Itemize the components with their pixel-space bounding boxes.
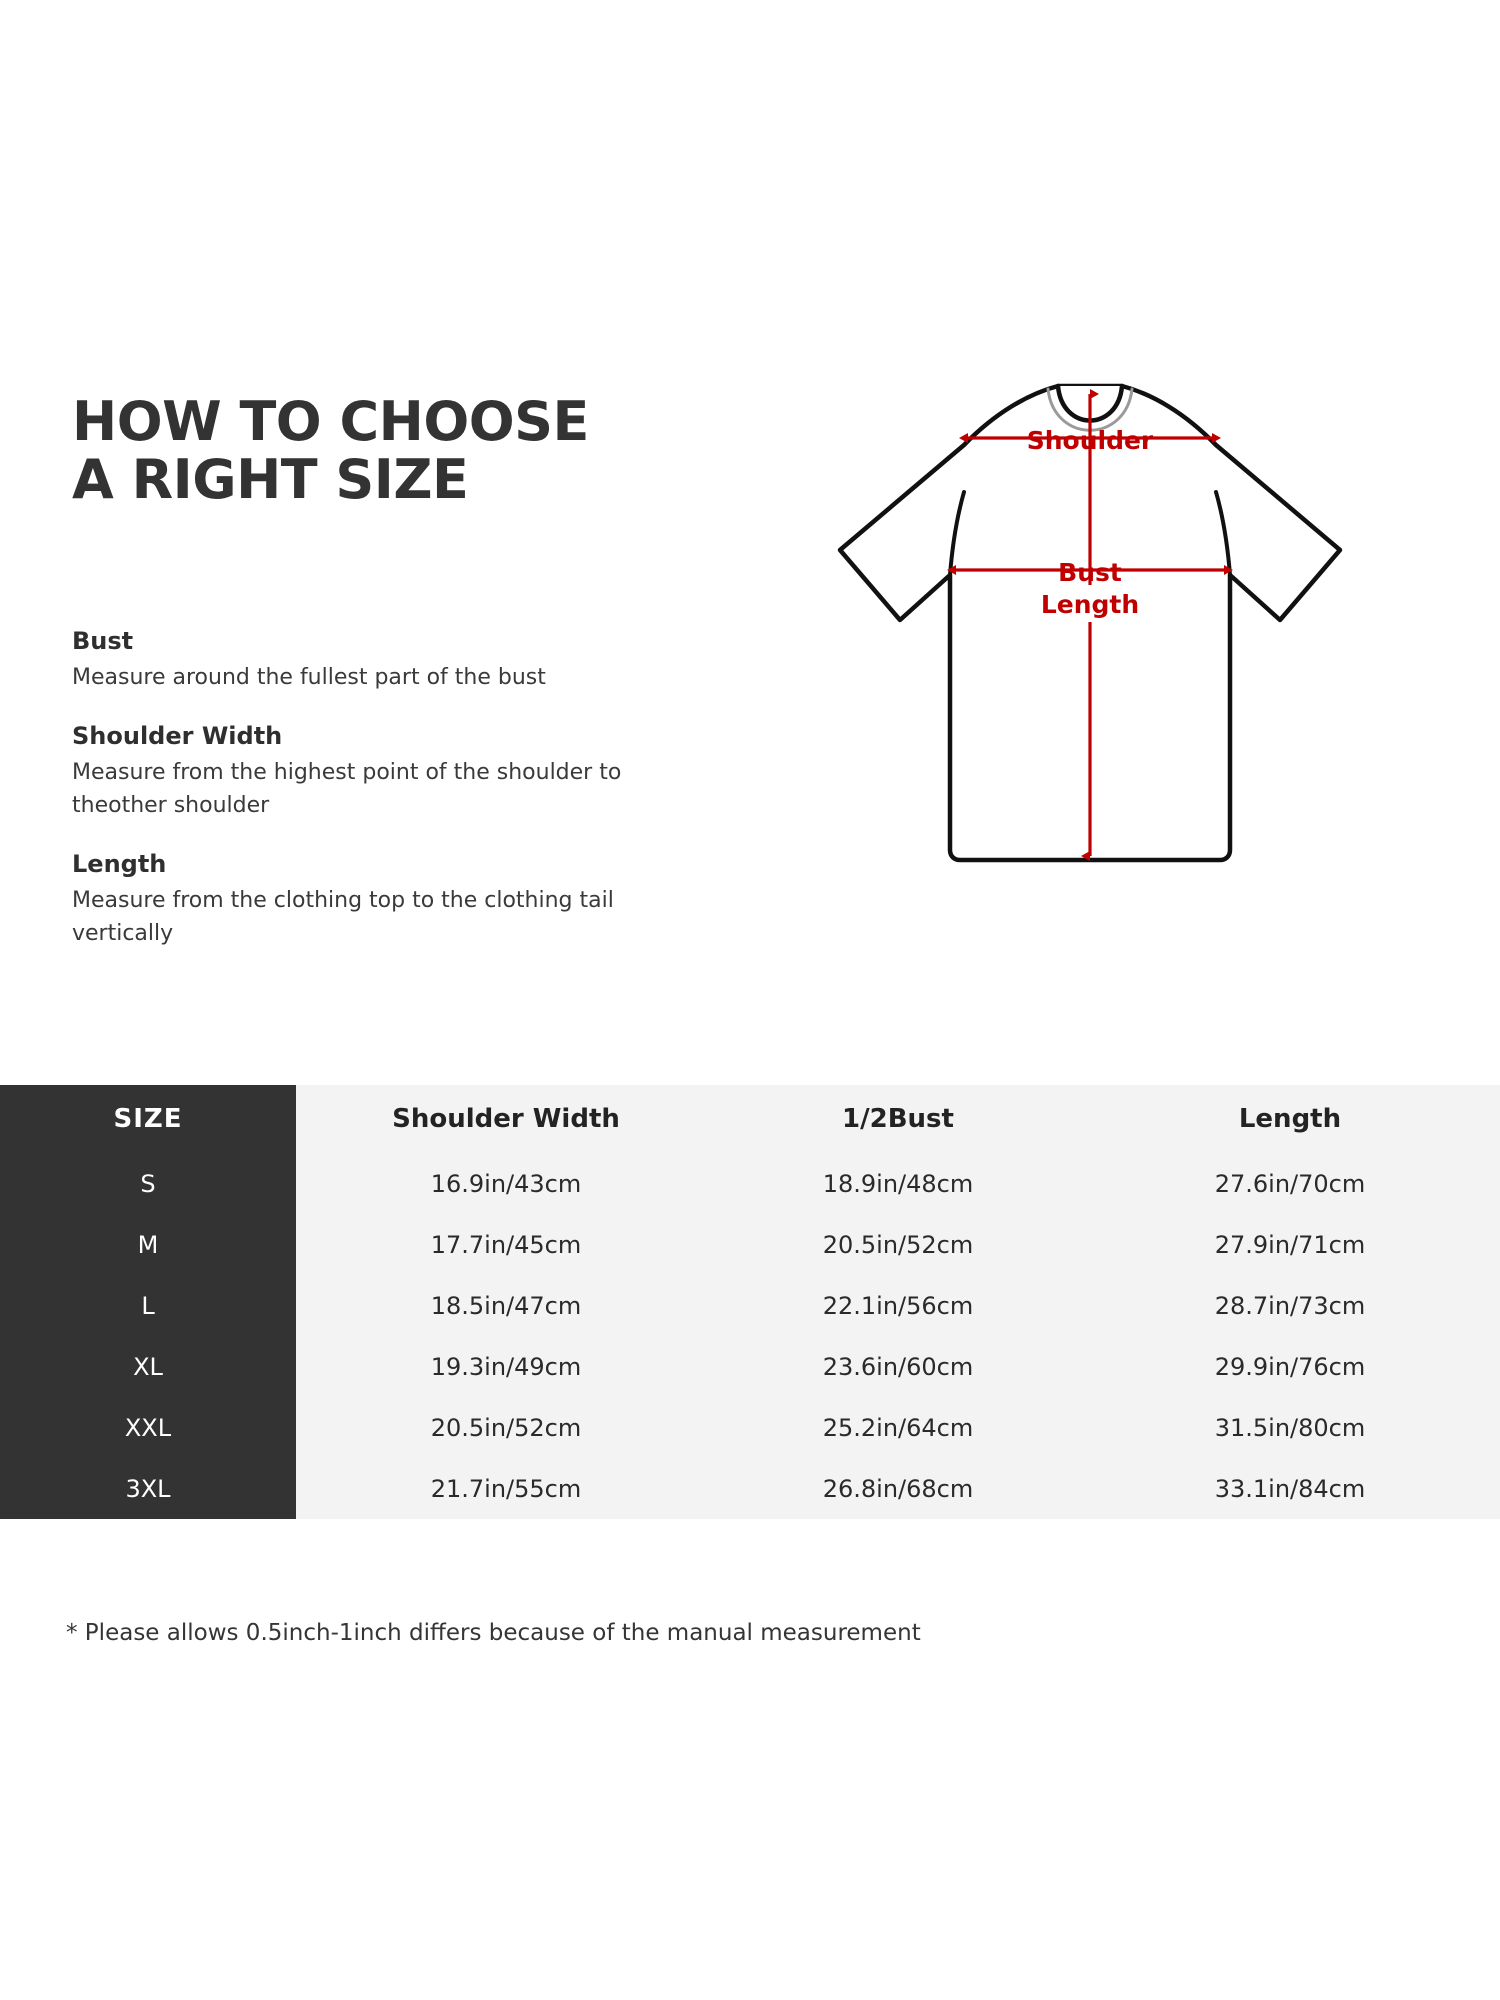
- cell-length: 27.9in/71cm: [1080, 1214, 1500, 1275]
- page-title-line-2: A RIGHT SIZE: [72, 448, 469, 511]
- cell-half-bust: 20.5in/52cm: [716, 1214, 1080, 1275]
- cell-shoulder-width: 17.7in/45cm: [296, 1214, 716, 1275]
- column-header-shoulder-width: Shoulder Width: [296, 1085, 716, 1153]
- cell-shoulder-width: 18.5in/47cm: [296, 1275, 716, 1336]
- bust-label: Bust: [1058, 558, 1122, 587]
- cell-length: 28.7in/73cm: [1080, 1275, 1500, 1336]
- table-row: XXL 20.5in/52cm 25.2in/64cm 31.5in/80cm: [0, 1397, 1500, 1458]
- cell-shoulder-width: 20.5in/52cm: [296, 1397, 716, 1458]
- guide-description-length: Measure from the clothing top to the clo…: [72, 888, 614, 946]
- cell-length: 27.6in/70cm: [1080, 1153, 1500, 1214]
- guide-term-length: Length: [72, 850, 167, 878]
- cell-length: 33.1in/84cm: [1080, 1458, 1500, 1519]
- cell-half-bust: 23.6in/60cm: [716, 1336, 1080, 1397]
- shoulder-label: Shoulder: [1027, 426, 1154, 455]
- table-row: M 17.7in/45cm 20.5in/52cm 27.9in/71cm: [0, 1214, 1500, 1275]
- page-title: HOW TO CHOOSE A RIGHT SIZE: [72, 393, 712, 509]
- cell-half-bust: 26.8in/68cm: [716, 1458, 1080, 1519]
- guide-top-section: HOW TO CHOOSE A RIGHT SIZE Bust Measure …: [72, 370, 1440, 1030]
- tshirt-diagram: Shoulder Bust Length: [740, 370, 1440, 1030]
- cell-shoulder-width: 21.7in/55cm: [296, 1458, 716, 1519]
- cell-size: L: [0, 1275, 296, 1336]
- size-chart-table: SIZE Shoulder Width 1/2Bust Length S 16.…: [0, 1085, 1500, 1519]
- column-header-size: SIZE: [0, 1085, 296, 1153]
- cell-size: XXL: [0, 1397, 296, 1458]
- cell-half-bust: 25.2in/64cm: [716, 1397, 1080, 1458]
- table-row: 3XL 21.7in/55cm 26.8in/68cm 33.1in/84cm: [0, 1458, 1500, 1519]
- measurement-guide-list: Bust Measure around the fullest part of …: [72, 625, 672, 950]
- cell-size: XL: [0, 1336, 296, 1397]
- cell-shoulder-width: 19.3in/49cm: [296, 1336, 716, 1397]
- measurement-annotations: [947, 389, 1233, 861]
- table-row: L 18.5in/47cm 22.1in/56cm 28.7in/73cm: [0, 1275, 1500, 1336]
- guide-item-length: Length Measure from the clothing top to …: [72, 848, 672, 950]
- column-header-half-bust: 1/2Bust: [716, 1085, 1080, 1153]
- guide-description-bust: Measure around the fullest part of the b…: [72, 665, 546, 690]
- cell-half-bust: 22.1in/56cm: [716, 1275, 1080, 1336]
- table-header-row: SIZE Shoulder Width 1/2Bust Length: [0, 1085, 1500, 1153]
- cell-half-bust: 18.9in/48cm: [716, 1153, 1080, 1214]
- guide-term-shoulder-width: Shoulder Width: [72, 722, 283, 750]
- cell-length: 29.9in/76cm: [1080, 1336, 1500, 1397]
- guide-description-shoulder-width: Measure from the highest point of the sh…: [72, 760, 622, 818]
- guide-term-bust: Bust: [72, 627, 134, 655]
- page-title-line-1: HOW TO CHOOSE: [72, 390, 589, 453]
- table-row: S 16.9in/43cm 18.9in/48cm 27.6in/70cm: [0, 1153, 1500, 1214]
- column-header-length: Length: [1080, 1085, 1500, 1153]
- guide-item-bust: Bust Measure around the fullest part of …: [72, 625, 672, 694]
- cell-size: M: [0, 1214, 296, 1275]
- table-row: XL 19.3in/49cm 23.6in/60cm 29.9in/76cm: [0, 1336, 1500, 1397]
- measurement-disclaimer: * Please allows 0.5inch-1inch differs be…: [66, 1620, 921, 1646]
- cell-size: 3XL: [0, 1458, 296, 1519]
- guide-item-shoulder-width: Shoulder Width Measure from the highest …: [72, 720, 672, 822]
- cell-size: S: [0, 1153, 296, 1214]
- length-label: Length: [1041, 590, 1139, 619]
- cell-shoulder-width: 16.9in/43cm: [296, 1153, 716, 1214]
- cell-length: 31.5in/80cm: [1080, 1397, 1500, 1458]
